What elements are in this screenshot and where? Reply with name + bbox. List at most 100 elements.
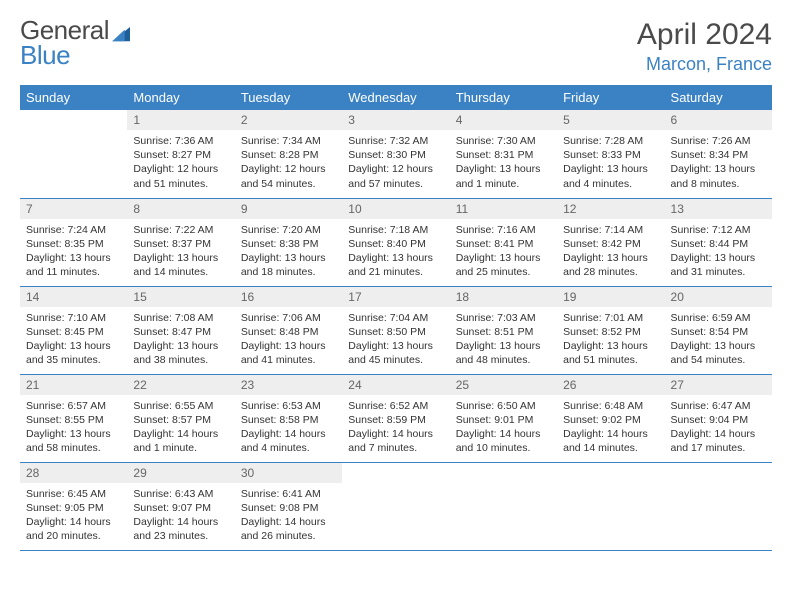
calendar-day-cell: 23Sunrise: 6:53 AMSunset: 8:58 PMDayligh…: [235, 374, 342, 462]
day-number: 24: [342, 375, 449, 395]
calendar-day-cell: .: [557, 462, 664, 550]
sunset-line: Sunset: 8:41 PM: [456, 237, 551, 251]
sunrise-line: Sunrise: 7:24 AM: [26, 223, 121, 237]
sunset-line: Sunset: 8:40 PM: [348, 237, 443, 251]
header: GeneralBlue April 2024 Marcon, France: [20, 18, 772, 75]
day-details: Sunrise: 6:48 AMSunset: 9:02 PMDaylight:…: [557, 395, 664, 462]
daylight-line: Daylight: 14 hours and 4 minutes.: [241, 427, 336, 455]
day-number: 6: [665, 110, 772, 130]
day-number: 5: [557, 110, 664, 130]
day-details: Sunrise: 7:08 AMSunset: 8:47 PMDaylight:…: [127, 307, 234, 374]
calendar-day-cell: 24Sunrise: 6:52 AMSunset: 8:59 PMDayligh…: [342, 374, 449, 462]
daylight-line: Daylight: 14 hours and 17 minutes.: [671, 427, 766, 455]
sunset-line: Sunset: 8:47 PM: [133, 325, 228, 339]
sunrise-line: Sunrise: 6:53 AM: [241, 399, 336, 413]
calendar-day-cell: 7Sunrise: 7:24 AMSunset: 8:35 PMDaylight…: [20, 198, 127, 286]
sunset-line: Sunset: 8:55 PM: [26, 413, 121, 427]
daylight-line: Daylight: 13 hours and 8 minutes.: [671, 162, 766, 190]
daylight-line: Daylight: 13 hours and 25 minutes.: [456, 251, 551, 279]
calendar-day-cell: 8Sunrise: 7:22 AMSunset: 8:37 PMDaylight…: [127, 198, 234, 286]
sunset-line: Sunset: 8:52 PM: [563, 325, 658, 339]
day-details: Sunrise: 7:26 AMSunset: 8:34 PMDaylight:…: [665, 130, 772, 197]
calendar-day-cell: 15Sunrise: 7:08 AMSunset: 8:47 PMDayligh…: [127, 286, 234, 374]
sunset-line: Sunset: 8:59 PM: [348, 413, 443, 427]
sunrise-line: Sunrise: 7:10 AM: [26, 311, 121, 325]
sunrise-line: Sunrise: 7:01 AM: [563, 311, 658, 325]
sunset-line: Sunset: 8:27 PM: [133, 148, 228, 162]
day-number: 2: [235, 110, 342, 130]
sunrise-line: Sunrise: 7:30 AM: [456, 134, 551, 148]
calendar-day-cell: 26Sunrise: 6:48 AMSunset: 9:02 PMDayligh…: [557, 374, 664, 462]
day-number: 17: [342, 287, 449, 307]
day-number: 23: [235, 375, 342, 395]
calendar-week-row: 7Sunrise: 7:24 AMSunset: 8:35 PMDaylight…: [20, 198, 772, 286]
daylight-line: Daylight: 13 hours and 4 minutes.: [563, 162, 658, 190]
day-number: 3: [342, 110, 449, 130]
sunset-line: Sunset: 8:33 PM: [563, 148, 658, 162]
sunrise-line: Sunrise: 6:43 AM: [133, 487, 228, 501]
sunrise-line: Sunrise: 7:08 AM: [133, 311, 228, 325]
day-details: Sunrise: 6:41 AMSunset: 9:08 PMDaylight:…: [235, 483, 342, 550]
sunset-line: Sunset: 8:37 PM: [133, 237, 228, 251]
calendar-day-cell: 29Sunrise: 6:43 AMSunset: 9:07 PMDayligh…: [127, 462, 234, 550]
sunrise-line: Sunrise: 6:52 AM: [348, 399, 443, 413]
sunset-line: Sunset: 8:30 PM: [348, 148, 443, 162]
day-number: 7: [20, 199, 127, 219]
sunrise-line: Sunrise: 7:22 AM: [133, 223, 228, 237]
calendar-day-cell: 17Sunrise: 7:04 AMSunset: 8:50 PMDayligh…: [342, 286, 449, 374]
day-details: Sunrise: 6:55 AMSunset: 8:57 PMDaylight:…: [127, 395, 234, 462]
calendar-day-cell: 3Sunrise: 7:32 AMSunset: 8:30 PMDaylight…: [342, 110, 449, 198]
sunrise-line: Sunrise: 6:45 AM: [26, 487, 121, 501]
day-number: 9: [235, 199, 342, 219]
daylight-line: Daylight: 13 hours and 14 minutes.: [133, 251, 228, 279]
daylight-line: Daylight: 13 hours and 35 minutes.: [26, 339, 121, 367]
day-details: Sunrise: 7:01 AMSunset: 8:52 PMDaylight:…: [557, 307, 664, 374]
sunset-line: Sunset: 8:31 PM: [456, 148, 551, 162]
day-number: 10: [342, 199, 449, 219]
day-details: Sunrise: 7:12 AMSunset: 8:44 PMDaylight:…: [665, 219, 772, 286]
daylight-line: Daylight: 14 hours and 1 minute.: [133, 427, 228, 455]
day-number: 26: [557, 375, 664, 395]
calendar-day-cell: 9Sunrise: 7:20 AMSunset: 8:38 PMDaylight…: [235, 198, 342, 286]
day-number: 8: [127, 199, 234, 219]
day-number: 25: [450, 375, 557, 395]
daylight-line: Daylight: 14 hours and 23 minutes.: [133, 515, 228, 543]
calendar-day-cell: 14Sunrise: 7:10 AMSunset: 8:45 PMDayligh…: [20, 286, 127, 374]
sunset-line: Sunset: 8:45 PM: [26, 325, 121, 339]
day-number: 18: [450, 287, 557, 307]
day-number: 15: [127, 287, 234, 307]
sunset-line: Sunset: 8:57 PM: [133, 413, 228, 427]
day-details: Sunrise: 7:30 AMSunset: 8:31 PMDaylight:…: [450, 130, 557, 197]
calendar-day-cell: 12Sunrise: 7:14 AMSunset: 8:42 PMDayligh…: [557, 198, 664, 286]
sunset-line: Sunset: 9:08 PM: [241, 501, 336, 515]
day-details: Sunrise: 7:22 AMSunset: 8:37 PMDaylight:…: [127, 219, 234, 286]
sunrise-line: Sunrise: 7:32 AM: [348, 134, 443, 148]
weekday-header: Wednesday: [342, 85, 449, 110]
calendar-day-cell: 2Sunrise: 7:34 AMSunset: 8:28 PMDaylight…: [235, 110, 342, 198]
day-details: Sunrise: 7:03 AMSunset: 8:51 PMDaylight:…: [450, 307, 557, 374]
daylight-line: Daylight: 12 hours and 54 minutes.: [241, 162, 336, 190]
day-number: 19: [557, 287, 664, 307]
sunrise-line: Sunrise: 7:06 AM: [241, 311, 336, 325]
day-number: 12: [557, 199, 664, 219]
day-number: 28: [20, 463, 127, 483]
daylight-line: Daylight: 14 hours and 26 minutes.: [241, 515, 336, 543]
calendar-week-row: 21Sunrise: 6:57 AMSunset: 8:55 PMDayligh…: [20, 374, 772, 462]
daylight-line: Daylight: 13 hours and 11 minutes.: [26, 251, 121, 279]
day-number: 13: [665, 199, 772, 219]
daylight-line: Daylight: 12 hours and 57 minutes.: [348, 162, 443, 190]
day-number: 27: [665, 375, 772, 395]
weekday-header: Thursday: [450, 85, 557, 110]
calendar-day-cell: 30Sunrise: 6:41 AMSunset: 9:08 PMDayligh…: [235, 462, 342, 550]
day-details: Sunrise: 6:52 AMSunset: 8:59 PMDaylight:…: [342, 395, 449, 462]
calendar-week-row: 28Sunrise: 6:45 AMSunset: 9:05 PMDayligh…: [20, 462, 772, 550]
daylight-line: Daylight: 14 hours and 20 minutes.: [26, 515, 121, 543]
sunset-line: Sunset: 8:34 PM: [671, 148, 766, 162]
daylight-line: Daylight: 13 hours and 21 minutes.: [348, 251, 443, 279]
calendar-week-row: .1Sunrise: 7:36 AMSunset: 8:27 PMDayligh…: [20, 110, 772, 198]
day-details: Sunrise: 7:14 AMSunset: 8:42 PMDaylight:…: [557, 219, 664, 286]
day-details: Sunrise: 7:32 AMSunset: 8:30 PMDaylight:…: [342, 130, 449, 197]
sunset-line: Sunset: 9:01 PM: [456, 413, 551, 427]
daylight-line: Daylight: 13 hours and 45 minutes.: [348, 339, 443, 367]
day-details: Sunrise: 7:06 AMSunset: 8:48 PMDaylight:…: [235, 307, 342, 374]
